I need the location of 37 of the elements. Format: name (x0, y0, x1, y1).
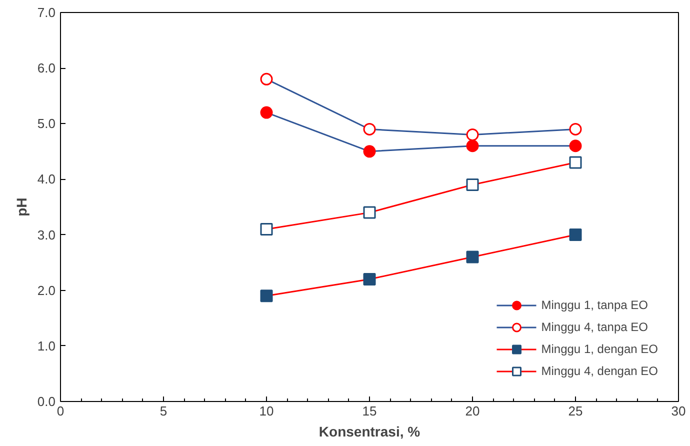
y-tick-label: 0.0 (37, 394, 56, 409)
point (363, 122, 376, 136)
point (260, 72, 273, 86)
point (466, 178, 479, 192)
point (260, 106, 273, 119)
point (569, 228, 582, 242)
y-tick-label: 5.0 (37, 116, 56, 132)
y-axis-title: pH (13, 198, 30, 216)
y-tick-label: 7.0 (37, 5, 56, 20)
point (260, 290, 273, 302)
x-tick-label: 15 (362, 404, 377, 418)
legend-label: Minggu 1, dengan EO (541, 342, 658, 356)
x-tick-label: 5 (160, 404, 168, 418)
point (466, 128, 479, 141)
x-axis-title: Konsentrasi, % (318, 424, 421, 440)
point (569, 156, 582, 169)
point (569, 122, 582, 136)
point (569, 140, 582, 152)
x-tick-label: 10 (259, 404, 274, 418)
point (363, 145, 376, 158)
y-tick-label: 3.0 (37, 227, 56, 242)
point (466, 140, 479, 152)
y-tick-label: 2.0 (37, 282, 56, 298)
legend-label: Minggu 1, tanpa EO (541, 298, 648, 312)
legend-label: Minggu 4, dengan EO (541, 364, 658, 378)
y-tick-label: 4.0 (37, 172, 56, 187)
x-tick-label: 30 (671, 404, 686, 418)
point (466, 250, 479, 264)
legend-label: Minggu 4, tanpa EO (541, 320, 648, 334)
x-tick-label: 0 (56, 404, 64, 418)
y-tick-label: 1.0 (37, 338, 56, 354)
point (363, 206, 376, 219)
x-tick-label: 25 (568, 404, 583, 418)
x-tick-label: 20 (465, 404, 480, 418)
point (363, 272, 376, 286)
point (260, 222, 273, 236)
y-tick-label: 6.0 (37, 60, 56, 76)
